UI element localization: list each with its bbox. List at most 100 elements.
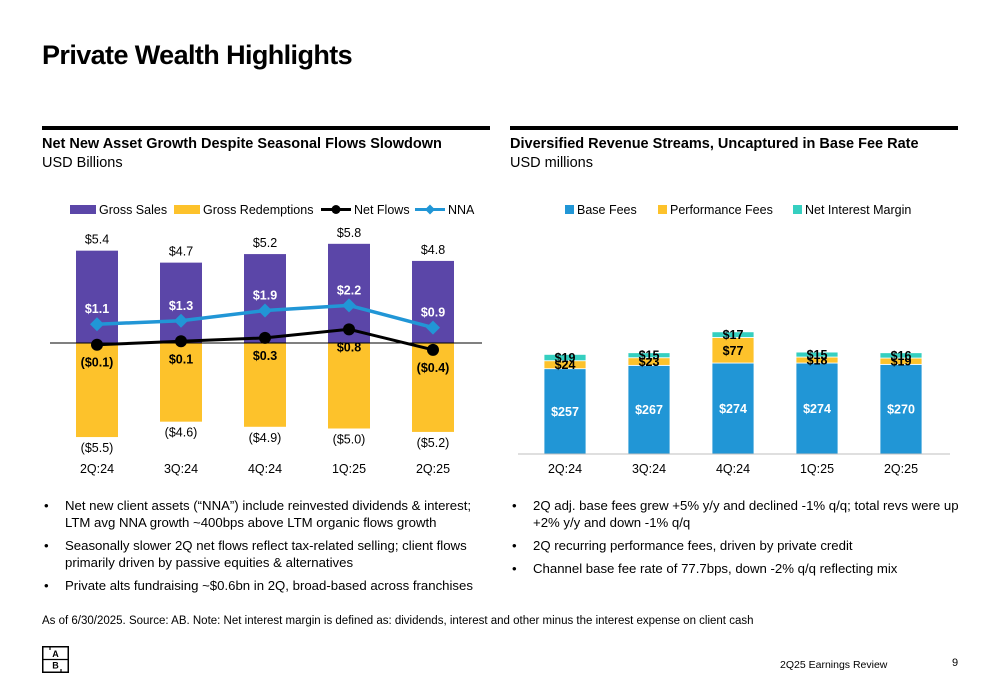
legend-swatch-base-fees (565, 205, 574, 214)
net-interest-margin-label: $17 (723, 328, 744, 342)
net-flows-label: $0.1 (169, 352, 193, 366)
category-label: 4Q:24 (248, 462, 282, 476)
net-flows-marker (175, 335, 187, 348)
legend-swatch-performance-fees (658, 205, 667, 214)
category-label: 2Q:24 (548, 462, 582, 476)
category-label: 3Q:24 (164, 462, 198, 476)
left-bullets: Net new client assets (“NNA”) include re… (42, 497, 497, 600)
base-fees-label: $270 (887, 403, 915, 417)
gross-sales-label: $5.8 (337, 226, 361, 240)
net-flows-label: ($0.4) (417, 361, 450, 375)
nna-marker (90, 317, 104, 332)
legend-marker-2 (331, 205, 341, 214)
base-fees-bar (795, 362, 839, 455)
right-bullet-2: 2Q recurring performance fees, driven by… (510, 537, 960, 554)
nna-label: $1.9 (253, 289, 277, 303)
net-interest-margin-label: $15 (639, 349, 660, 363)
performance-fees-label: $24 (555, 358, 576, 372)
legend-label: Gross Sales (99, 203, 167, 217)
base-fees-bar (627, 364, 671, 455)
net-flows-label: ($0.1) (81, 356, 114, 370)
category-label: 2Q:25 (416, 462, 450, 476)
base-fees-label: $267 (635, 403, 663, 417)
left-panel-title: Net New Asset Growth Despite Seasonal Fl… (42, 136, 442, 152)
revenue-chart: Base Fees Performance Fees Net Interest Ma… (518, 203, 950, 476)
net-flows-label: $0.8 (337, 340, 361, 354)
right-panel-subtitle: USD millions (510, 155, 593, 171)
footer-label: 2Q25 Earnings Review (780, 659, 888, 671)
performance-fees-bar (711, 337, 755, 364)
right-panel-title: Diversified Revenue Streams, Uncaptured … (510, 136, 919, 152)
flows-chart: Gross Sales Gross Redemptions Net Flows NNA… (50, 203, 482, 476)
nna-marker (426, 320, 440, 335)
nna-label: $0.9 (421, 306, 445, 320)
base-fees-label: $274 (719, 402, 747, 416)
legend-label: Net Interest Margin (805, 203, 911, 217)
gross-redemptions-bar (412, 343, 454, 432)
net-interest-margin-label: $16 (891, 349, 912, 363)
gross-sales-label: $4.7 (169, 245, 193, 259)
nna-marker (258, 303, 272, 318)
net-flows-marker (259, 331, 271, 344)
legend-label: Gross Redemptions (203, 203, 313, 217)
legend-label: Base Fees (577, 203, 637, 217)
page-title: Private Wealth Highlights (42, 40, 353, 70)
gross-redemptions-bar (76, 343, 118, 438)
net-interest-margin-bar (711, 331, 755, 338)
left-bullet-3: Private alts fundraising ~$0.6bn in 2Q, … (42, 577, 497, 594)
nna-label: $2.2 (337, 283, 361, 297)
net-interest-margin-bar (879, 352, 923, 359)
nna-marker (342, 298, 356, 313)
left-panel-rule (42, 126, 490, 130)
net-interest-margin-bar (795, 351, 839, 358)
gross-redemptions-label: ($5.5) (81, 441, 114, 455)
legend-swatch-1 (174, 205, 200, 214)
left-panel-subtitle: USD Billions (42, 155, 123, 171)
gross-sales-label: $5.4 (85, 233, 109, 247)
performance-fees-label: $77 (723, 344, 744, 358)
category-label: 2Q:24 (80, 462, 114, 476)
net-interest-margin-label: $19 (555, 351, 576, 365)
gross-redemptions-label: ($4.6) (165, 426, 198, 440)
right-bullet-1: 2Q adj. base fees grew +5% y/y and decli… (510, 497, 960, 531)
logo-letter-a: A (52, 649, 59, 659)
nna-marker (174, 313, 188, 328)
net-flows-marker (343, 323, 355, 336)
category-label: 3Q:24 (632, 462, 666, 476)
legend-marker-3 (425, 204, 435, 215)
nna-label: $1.1 (85, 302, 109, 316)
base-fees-bar (879, 363, 923, 455)
right-bullets: 2Q adj. base fees grew +5% y/y and decli… (510, 497, 960, 583)
net-interest-margin-bar (627, 352, 671, 359)
net-flows-marker (91, 338, 103, 351)
category-label: 1Q:25 (332, 462, 366, 476)
gross-redemptions-label: ($5.0) (333, 433, 366, 447)
right-panel-rule (510, 126, 958, 130)
gross-redemptions-bar (328, 343, 370, 429)
gross-sales-bar (244, 254, 286, 343)
gross-sales-label: $4.8 (421, 243, 445, 257)
gross-sales-bar (160, 262, 202, 343)
net-flows-label: $0.3 (253, 349, 277, 363)
net-flows-marker (427, 343, 439, 356)
page-number: 9 (952, 657, 959, 669)
legend-label: Performance Fees (670, 203, 773, 217)
gross-redemptions-label: ($5.2) (417, 436, 450, 450)
logo-letter-b: B (52, 661, 59, 671)
base-fees-label: $257 (551, 405, 579, 419)
nna-label: $1.3 (169, 299, 193, 313)
right-bullet-3: Channel base fee rate of 77.7bps, down -… (510, 560, 960, 577)
performance-fees-label: $23 (639, 355, 660, 369)
left-bullet-1: Net new client assets (“NNA”) include re… (42, 497, 497, 531)
legend-label: NNA (448, 203, 475, 217)
gross-sales-label: $5.2 (253, 236, 277, 250)
gross-redemptions-bar (160, 343, 202, 422)
base-fees-bar (711, 362, 755, 455)
gross-redemptions-bar (244, 343, 286, 427)
base-fees-label: $274 (803, 402, 831, 416)
category-label: 2Q:25 (884, 462, 918, 476)
legend-swatch-0 (70, 205, 96, 214)
net-interest-margin-label: $15 (807, 348, 828, 362)
category-label: 1Q:25 (800, 462, 834, 476)
legend-swatch-net-interest-margin (793, 205, 802, 214)
